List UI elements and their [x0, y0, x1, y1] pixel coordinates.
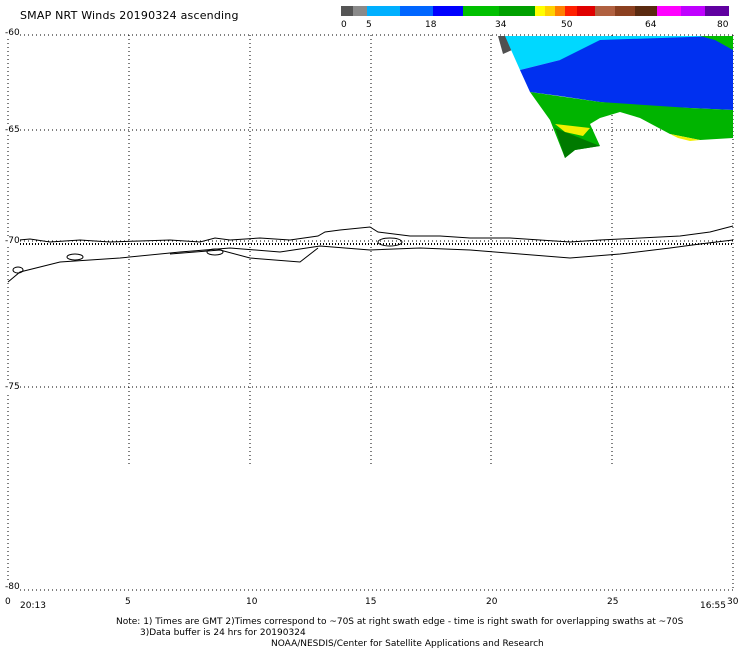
- end-time: 16:55: [700, 601, 726, 611]
- colorbar-segment: [341, 6, 353, 16]
- colorbar-label: 34: [495, 20, 507, 30]
- colorbar-segment: [681, 6, 705, 16]
- longitude-label: 10: [246, 597, 258, 607]
- colorbar-segment: [635, 6, 657, 16]
- colorbar-segment: [565, 6, 577, 16]
- start-time: 20:13: [20, 601, 46, 611]
- colorbar-segment: [400, 6, 433, 16]
- map-title: SMAP NRT Winds 20190324 ascending: [20, 9, 239, 22]
- colorbar-segment: [499, 6, 535, 16]
- longitude-label: 30: [727, 597, 739, 607]
- colorbar-segment: [353, 6, 367, 16]
- colorbar-segment: [535, 6, 545, 16]
- swath-moderate-wind: [520, 36, 733, 110]
- colorbar-label: 0: [341, 20, 347, 30]
- longitude-label: 15: [365, 597, 377, 607]
- swath-yellow-1: [555, 124, 590, 136]
- longitude-label: 20: [486, 597, 498, 607]
- antarctic-coastline: [7, 225, 734, 283]
- colorbar-label: 64: [645, 20, 657, 30]
- latitude-label: -70: [5, 236, 20, 246]
- wind-speed-colorbar: [341, 6, 729, 16]
- note-line-3: NOAA/NESDIS/Center for Satellite Applica…: [271, 639, 544, 649]
- colorbar-label: 18: [425, 20, 437, 30]
- colorbar-segment: [705, 6, 729, 16]
- graticule-grid: [7, 34, 734, 591]
- latitude-label: -65: [5, 125, 20, 135]
- colorbar-segment: [555, 6, 565, 16]
- colorbar-segment: [615, 6, 635, 16]
- swath-dark-green: [555, 128, 600, 158]
- longitude-label: 0: [5, 597, 11, 607]
- latitude-label: -75: [5, 382, 20, 392]
- colorbar-segment: [367, 6, 400, 16]
- latitude-label: -60: [5, 28, 20, 38]
- colorbar-label: 80: [717, 20, 729, 30]
- note-line-1: Note: 1) Times are GMT 2)Times correspon…: [116, 617, 684, 627]
- longitude-label: 5: [125, 597, 131, 607]
- colorbar-segment: [657, 6, 681, 16]
- note-line-2: 3)Data buffer is 24 hrs for 20190324: [140, 628, 306, 638]
- longitude-label: 25: [607, 597, 619, 607]
- colorbar-segment: [577, 6, 595, 16]
- colorbar-label: 5: [366, 20, 372, 30]
- colorbar-label: 50: [561, 20, 573, 30]
- latitude-label: -80: [5, 582, 20, 592]
- swath-green-upper: [700, 36, 733, 50]
- swath-yellow-2: [670, 134, 700, 141]
- colorbar-segment: [463, 6, 499, 16]
- colorbar-segment: [545, 6, 555, 16]
- colorbar-segment: [433, 6, 463, 16]
- colorbar-segment: [595, 6, 615, 16]
- wind-swath: [498, 36, 733, 158]
